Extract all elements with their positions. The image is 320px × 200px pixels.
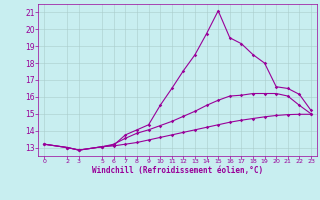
X-axis label: Windchill (Refroidissement éolien,°C): Windchill (Refroidissement éolien,°C) [92,166,263,175]
